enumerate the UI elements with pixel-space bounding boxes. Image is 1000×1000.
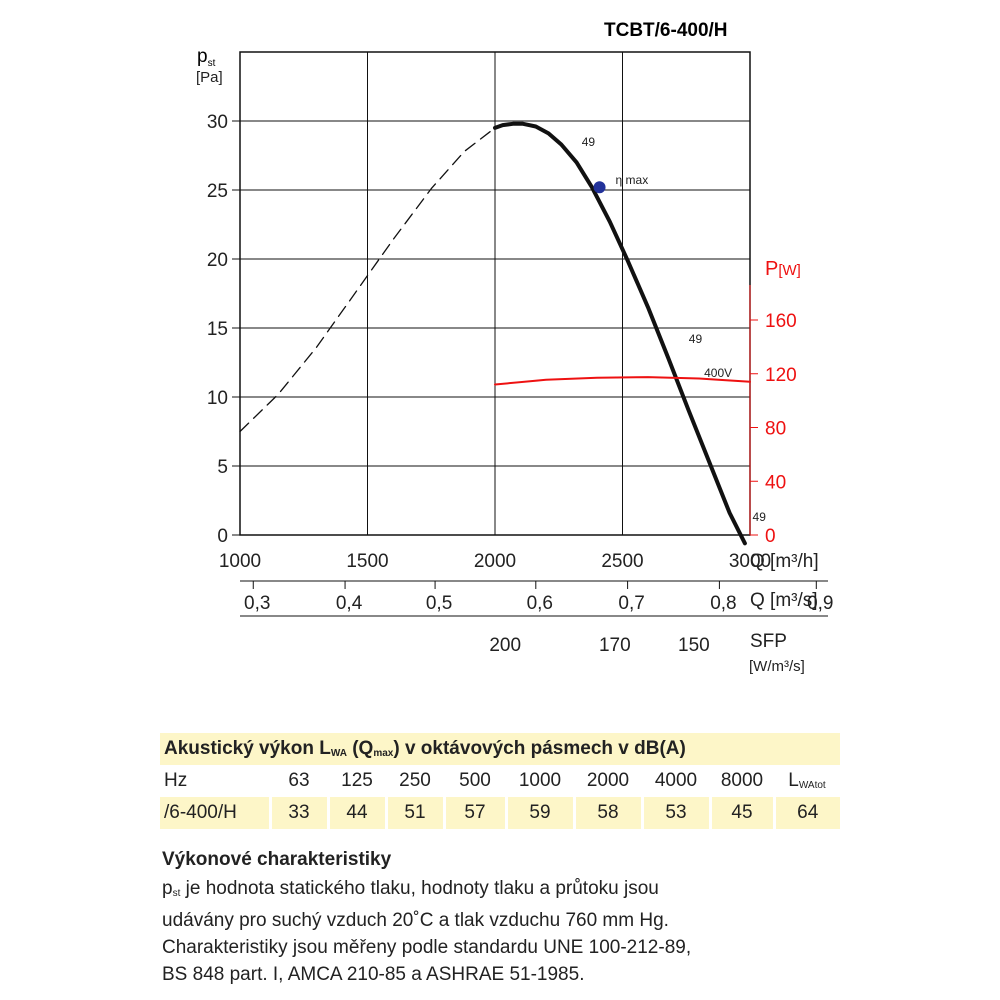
x-axis-label: Q [m³/h]: [750, 551, 819, 572]
performance-line: BS 848 part. I, AMCA 210-85 a ASHRAE 51-…: [162, 964, 585, 985]
y-axis-unit: [Pa]: [196, 69, 223, 86]
header-cell: 250: [399, 770, 431, 791]
performance-notes: Výkonové charakteristiky pst je hodnota …: [162, 846, 842, 988]
x2-tick-label: 0,5: [426, 593, 452, 614]
row-cell: 44: [326, 797, 386, 829]
right-tick-label: 0: [765, 526, 776, 547]
power-axis-label: P[W]: [765, 258, 801, 280]
x2-tick-label: 0,3: [244, 593, 270, 614]
y-tick-label: 15: [207, 319, 228, 340]
header-cell: 1000: [518, 770, 562, 791]
row-cell: 58: [572, 797, 642, 829]
row-total: 64: [772, 797, 840, 829]
x2-tick-label: 0,7: [618, 593, 644, 614]
row-cell: 45: [708, 797, 774, 829]
x-tick-label: 2500: [601, 551, 643, 572]
sfp-tick-label: 150: [678, 635, 710, 656]
table-header-row: Hz 63 125 250 500 1000 2000 4000 8000 LW…: [160, 765, 840, 797]
y-tick-label: 30: [207, 112, 228, 133]
x2-tick-label: 0,9: [807, 593, 833, 614]
sound-power-table: Akustický výkon LWA (Qmax) v oktávových …: [160, 733, 840, 829]
y-axis-label: pst: [197, 46, 216, 69]
right-tick-label: 120: [765, 365, 797, 386]
table-row: /6-400/H 33 44 51 57 59 58 53 45 64: [160, 797, 840, 829]
x2-axis-label: Q [m³/s]: [750, 590, 818, 611]
header-cell: 2000: [586, 770, 630, 791]
curves: [239, 121, 751, 546]
pressure-curve: [493, 121, 747, 546]
header-cell: 63: [288, 770, 310, 791]
y-tick-label: 5: [217, 457, 228, 478]
x2-tick-label: 0,6: [527, 593, 553, 614]
row-cell: 57: [442, 797, 506, 829]
eta-max-label: η max: [616, 173, 649, 187]
x-tick-label: 2000: [474, 551, 516, 572]
performance-line: pst je hodnota statického tlaku, hodnoty…: [162, 878, 659, 899]
row-label: /6-400/H: [160, 797, 270, 829]
fan-performance-chart: 0 5 10 15 20 25 30 1000 1500 2000 2500 3000 0 40 80 120…: [196, 20, 834, 675]
header-cell: 4000: [654, 770, 698, 791]
curve-annotation: 49: [582, 135, 596, 149]
x-tick-label: 1500: [346, 551, 388, 572]
sfp-axis-unit: [W/m³/s]: [749, 658, 805, 675]
y-tick-label: 25: [207, 181, 228, 202]
row-cell: 33: [268, 797, 328, 829]
sfp-axis-label: SFP: [750, 631, 787, 652]
x2-tick-label: 0,8: [710, 593, 736, 614]
performance-line: Charakteristiky jsou měřeny podle standa…: [162, 937, 692, 958]
curve-annotation: 400V: [704, 366, 732, 380]
sfp-tick-label: 170: [599, 635, 631, 656]
row-cell: 59: [504, 797, 574, 829]
grid: [232, 51, 828, 617]
table-title: Akustický výkon LWA (Qmax) v oktávových …: [160, 733, 840, 765]
x-tick-label: 1000: [219, 551, 261, 572]
performance-title: Výkonové charakteristiky: [162, 849, 392, 870]
y-tick-label: 20: [207, 250, 228, 271]
performance-line: udávány pro suchý vzduch 20˚C a tlak vzd…: [162, 910, 669, 931]
eta-max-marker: [593, 181, 606, 194]
y-tick-label: 10: [207, 388, 228, 409]
header-cell: 125: [341, 770, 373, 791]
y-tick-label: 0: [217, 526, 228, 547]
curve-annotation: 49: [689, 332, 703, 346]
header-hz: Hz: [164, 770, 188, 791]
right-tick-label: 40: [765, 472, 786, 493]
stall-region-curve: [239, 127, 496, 433]
header-cell: 500: [459, 770, 491, 791]
x-tick-label: 3000: [729, 551, 771, 572]
right-tick-label: 80: [765, 419, 786, 440]
x2-tick-label: 0,4: [336, 593, 363, 614]
chart-title: TCBT/6-400/H: [604, 20, 728, 41]
row-cell: 51: [384, 797, 444, 829]
row-cell: 53: [640, 797, 710, 829]
labels: 0 5 10 15 20 25 30 1000 1500 2000 2500 3000 0 40 80 120…: [196, 20, 834, 675]
power-curve: [494, 376, 751, 386]
sfp-tick-label: 200: [489, 635, 521, 656]
curve-annotation: 49: [753, 510, 767, 524]
header-total: LWAtot: [788, 770, 826, 791]
right-tick-label: 160: [765, 311, 797, 332]
header-cell: 8000: [720, 770, 764, 791]
